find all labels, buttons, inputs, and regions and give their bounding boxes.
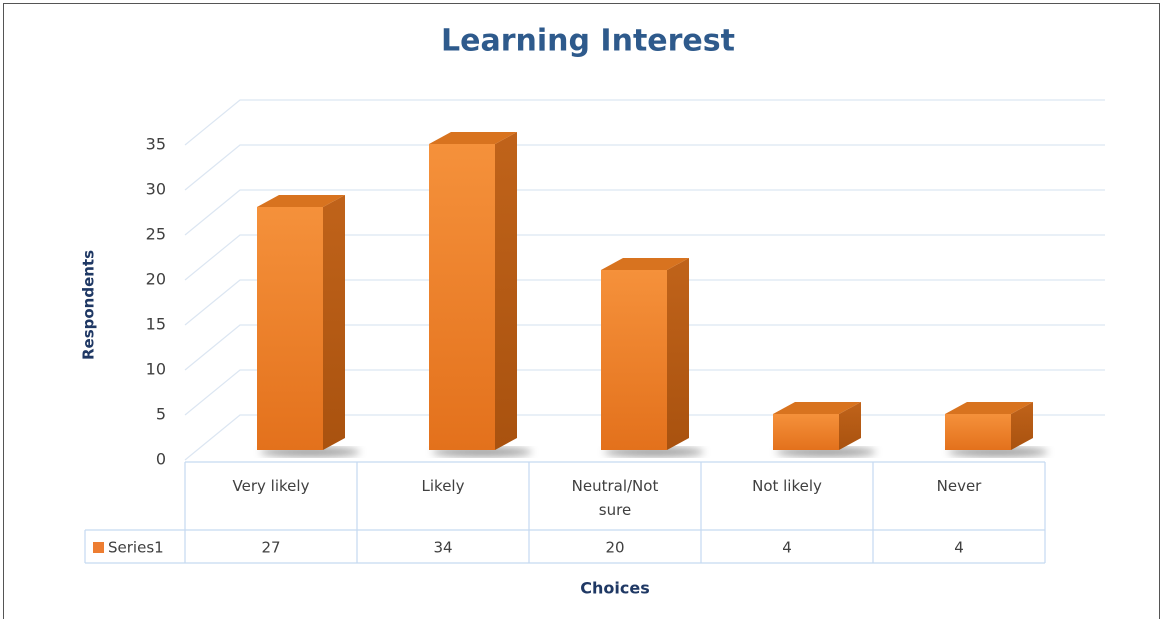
y-tick-label: 0 — [156, 450, 166, 469]
bar — [601, 270, 667, 450]
grid-line — [184, 144, 1105, 191]
legend-label: Series1 — [108, 539, 164, 557]
bar-side — [323, 195, 345, 450]
x-tick-label: Neutral/Not sure — [571, 477, 659, 519]
bar-top — [773, 402, 861, 414]
y-tick-label: 10 — [146, 360, 166, 379]
table-value: 20 — [605, 539, 624, 557]
grid-line — [184, 99, 1105, 146]
bar-top — [601, 258, 689, 270]
bar-top — [945, 402, 1033, 414]
y-tick-label: 5 — [156, 405, 166, 424]
table-value: 4 — [954, 539, 964, 557]
grid-line — [184, 189, 1105, 236]
y-tick-label: 35 — [146, 135, 166, 154]
grid-line — [184, 369, 1105, 416]
bar — [945, 414, 1011, 450]
bar-top — [257, 195, 345, 207]
table-value: 4 — [782, 539, 792, 557]
table-value: 34 — [433, 539, 452, 557]
y-tick-label: 15 — [146, 315, 166, 334]
y-axis-label: Respondents — [80, 250, 98, 360]
bar-side — [495, 132, 517, 450]
grid-line — [184, 324, 1105, 371]
x-tick-label: Likely — [421, 477, 465, 495]
grid-line — [184, 234, 1105, 281]
bar — [429, 144, 495, 450]
y-tick-label: 25 — [146, 225, 166, 244]
x-tick-label: Very likely — [232, 477, 310, 495]
table-value: 27 — [261, 539, 280, 557]
bar-side — [667, 258, 689, 450]
bar-top — [429, 132, 517, 144]
y-tick-label: 20 — [146, 270, 166, 289]
bar-side — [1011, 402, 1033, 450]
legend-key — [93, 542, 104, 553]
bar — [257, 207, 323, 450]
x-tick-label: Never — [936, 477, 982, 495]
grid-line — [184, 279, 1105, 326]
x-axis-label: Choices — [580, 579, 649, 598]
chart-title: Learning Interest — [441, 24, 735, 59]
frame — [3, 3, 1160, 619]
bar — [773, 414, 839, 450]
x-tick-label: Not likely — [752, 477, 822, 495]
data-table-grid — [84, 461, 1046, 564]
y-tick-label: 30 — [146, 180, 166, 199]
bar-side — [839, 402, 861, 450]
